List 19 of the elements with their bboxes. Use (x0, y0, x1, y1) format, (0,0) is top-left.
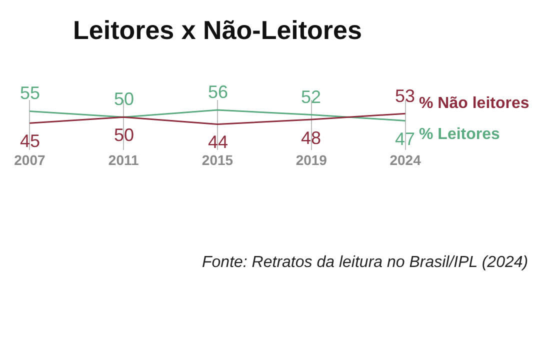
source-note: Fonte: Retratos da leitura no Brasil/IPL (2024) (202, 254, 528, 271)
x-tick-label: 2007 (14, 152, 46, 168)
series-label: % Não leitores (419, 95, 530, 112)
data-label: 45 (20, 131, 40, 151)
data-label: 52 (301, 87, 322, 107)
chart-title: Leitores x Não-Leitores (73, 15, 362, 46)
data-label: 53 (395, 86, 416, 106)
data-label: 56 (208, 82, 228, 102)
x-tick-label: 2011 (108, 152, 139, 168)
data-label: 50 (114, 89, 134, 109)
x-tick-label: 2015 (202, 152, 234, 168)
data-label: 55 (20, 83, 40, 103)
data-label: 47 (395, 129, 416, 149)
data-label: 48 (301, 128, 322, 148)
data-label: 44 (208, 132, 228, 152)
data-label: 50 (114, 125, 134, 145)
x-tick-label: 2019 (296, 152, 328, 168)
x-tick-label: 2024 (390, 152, 422, 168)
series-label: % Leitores (419, 126, 500, 143)
